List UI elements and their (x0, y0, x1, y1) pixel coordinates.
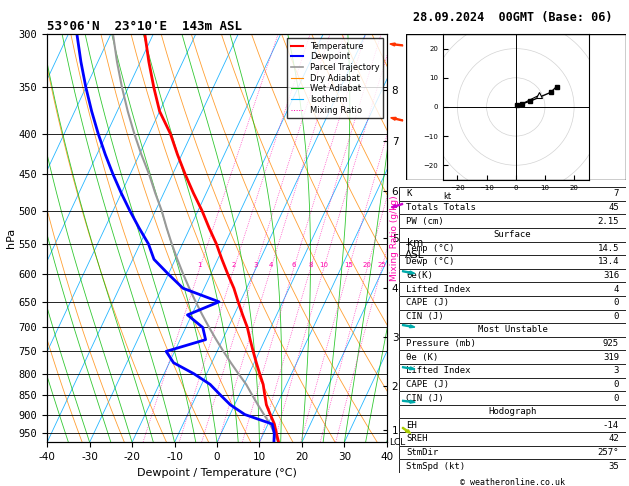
Text: K: K (406, 190, 411, 198)
Text: -14: -14 (603, 421, 619, 430)
Text: Totals Totals: Totals Totals (406, 203, 476, 212)
Text: 25: 25 (377, 262, 386, 268)
Text: 7: 7 (614, 190, 619, 198)
Text: 925: 925 (603, 339, 619, 348)
Text: 45: 45 (608, 203, 619, 212)
Text: 0: 0 (614, 394, 619, 402)
Legend: Temperature, Dewpoint, Parcel Trajectory, Dry Adiabat, Wet Adiabat, Isotherm, Mi: Temperature, Dewpoint, Parcel Trajectory… (287, 38, 382, 118)
Text: 1: 1 (198, 262, 202, 268)
Text: Surface: Surface (494, 230, 532, 239)
Text: StmDir: StmDir (406, 448, 438, 457)
Text: CIN (J): CIN (J) (406, 394, 444, 402)
Y-axis label: km
ASL: km ASL (405, 238, 425, 260)
Text: EH: EH (406, 421, 417, 430)
Text: 42: 42 (608, 434, 619, 443)
Text: Mixing Ratio (g/kg): Mixing Ratio (g/kg) (390, 195, 399, 281)
Text: 319: 319 (603, 353, 619, 362)
Text: Temp (°C): Temp (°C) (406, 244, 455, 253)
Text: 13.4: 13.4 (598, 258, 619, 266)
Text: 28.09.2024  00GMT (Base: 06): 28.09.2024 00GMT (Base: 06) (413, 11, 613, 23)
Text: Hodograph: Hodograph (489, 407, 537, 416)
Text: CIN (J): CIN (J) (406, 312, 444, 321)
Text: 10: 10 (320, 262, 328, 268)
Text: 0: 0 (614, 298, 619, 307)
Text: 2.15: 2.15 (598, 217, 619, 226)
Text: 15: 15 (345, 262, 353, 268)
Y-axis label: hPa: hPa (6, 228, 16, 248)
Text: 3: 3 (253, 262, 257, 268)
Text: Pressure (mb): Pressure (mb) (406, 339, 476, 348)
Text: θe (K): θe (K) (406, 353, 438, 362)
Text: SREH: SREH (406, 434, 428, 443)
Text: 0: 0 (614, 312, 619, 321)
Text: 3: 3 (614, 366, 619, 375)
Text: © weatheronline.co.uk: © weatheronline.co.uk (460, 478, 565, 486)
Text: 2: 2 (232, 262, 237, 268)
Text: CAPE (J): CAPE (J) (406, 380, 449, 389)
Text: 257°: 257° (598, 448, 619, 457)
Text: PW (cm): PW (cm) (406, 217, 444, 226)
Text: LCL: LCL (389, 438, 405, 447)
Text: 316: 316 (603, 271, 619, 280)
Text: 4: 4 (269, 262, 273, 268)
Text: 14.5: 14.5 (598, 244, 619, 253)
X-axis label: kt: kt (443, 192, 451, 201)
Text: 8: 8 (308, 262, 313, 268)
Text: 4: 4 (614, 285, 619, 294)
Text: θe(K): θe(K) (406, 271, 433, 280)
Text: Lifted Index: Lifted Index (406, 366, 470, 375)
Text: StmSpd (kt): StmSpd (kt) (406, 462, 465, 470)
Text: 53°06'N  23°10'E  143m ASL: 53°06'N 23°10'E 143m ASL (47, 20, 242, 33)
Text: Lifted Index: Lifted Index (406, 285, 470, 294)
Text: 0: 0 (614, 380, 619, 389)
Text: CAPE (J): CAPE (J) (406, 298, 449, 307)
Text: Dewp (°C): Dewp (°C) (406, 258, 455, 266)
Text: 20: 20 (363, 262, 372, 268)
X-axis label: Dewpoint / Temperature (°C): Dewpoint / Temperature (°C) (137, 468, 297, 478)
Text: Most Unstable: Most Unstable (477, 326, 548, 334)
Text: 35: 35 (608, 462, 619, 470)
Text: 6: 6 (291, 262, 296, 268)
